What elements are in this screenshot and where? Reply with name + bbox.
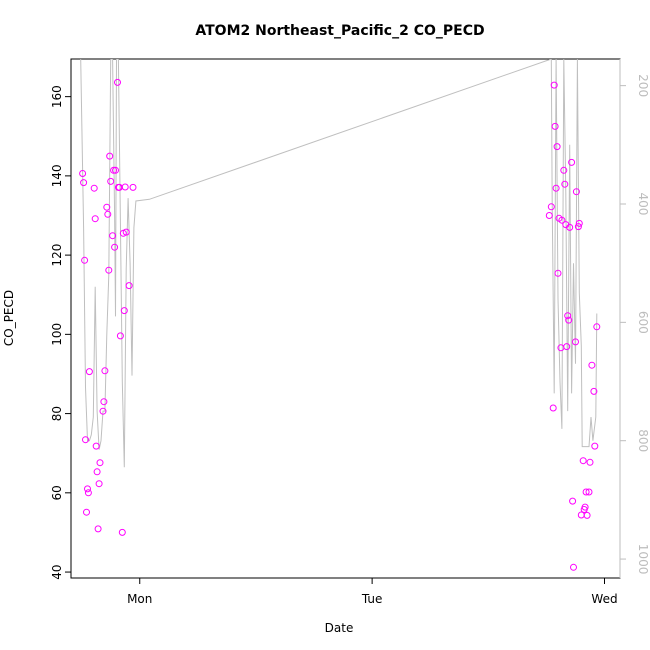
scatter-point: [111, 243, 119, 251]
scatter-point: [570, 563, 577, 571]
scatter-point: [82, 436, 89, 444]
scatter-point: [84, 489, 92, 497]
x-tick-label: Mon: [127, 592, 152, 606]
scatter-point: [112, 166, 119, 174]
scatter-point: [588, 361, 596, 369]
scatter-point: [547, 203, 555, 211]
scatter-point: [550, 81, 558, 89]
scatter-point: [105, 266, 113, 274]
scatter-point: [121, 183, 129, 191]
chart-title: ATOM2 Northeast_Pacific_2 CO_PECD: [195, 23, 484, 39]
scatter-point: [552, 184, 560, 192]
scatter-point: [103, 203, 111, 211]
scatter-point: [574, 223, 582, 231]
scatter-point: [586, 458, 594, 466]
scatter-point: [83, 508, 90, 516]
scatter-point: [80, 179, 88, 187]
y-tick-label: 120: [50, 244, 64, 267]
scatter-point: [568, 158, 576, 166]
y-tick-label: 140: [50, 164, 64, 187]
x-axis: Mon Tue Wed: [127, 578, 618, 606]
scatter-point: [107, 177, 115, 185]
scatter-point: [572, 338, 579, 346]
scatter-point: [100, 398, 108, 406]
scatter-point: [575, 219, 583, 227]
x-tick-label: Tue: [361, 592, 383, 606]
scatter-point: [95, 480, 103, 488]
scatter-point: [566, 223, 574, 231]
scatter-point: [84, 485, 91, 493]
scatter-point: [109, 232, 117, 240]
scatter-point: [581, 503, 589, 511]
scatter-point: [99, 407, 107, 415]
scatter-point: [564, 312, 572, 320]
scatter-point: [94, 525, 102, 533]
x-tick-label: Wed: [591, 592, 617, 606]
scatter-point: [582, 488, 590, 496]
y-tick-label: 40: [50, 564, 64, 579]
scatter-point: [551, 122, 559, 130]
line-series: [80, 59, 598, 468]
y2-tick-label: 1000: [636, 544, 650, 575]
scatter-point: [93, 468, 101, 476]
y-tick-label: 100: [50, 323, 64, 346]
scatter-point: [110, 166, 118, 174]
scatter-point: [81, 256, 89, 264]
y-axis-left: 40 60 80 100 120 140 160: [50, 85, 71, 580]
scatter-point: [116, 332, 124, 340]
scatter-point: [122, 228, 130, 236]
scatter-point: [125, 282, 133, 290]
y2-tick-label: 200: [636, 74, 650, 97]
scatter-point: [560, 166, 568, 174]
line-series-path: [80, 59, 598, 468]
y-axis-right: 200 400 600 800 1000: [619, 59, 650, 578]
scatter-point: [120, 307, 128, 315]
scatter-point: [91, 215, 99, 223]
scatter-point: [85, 368, 93, 376]
scatter-point: [90, 184, 98, 192]
scatter-point: [118, 528, 126, 536]
scatter-point: [101, 367, 109, 375]
y-tick-label: 80: [50, 406, 64, 421]
y2-tick-label: 600: [636, 311, 650, 334]
y2-tick-label: 400: [636, 193, 650, 216]
scatter-point: [553, 143, 561, 151]
scatter-point: [79, 170, 87, 177]
scatter-point: [591, 442, 599, 450]
scatter-point: [583, 511, 591, 519]
scatter-point: [558, 216, 566, 224]
scatter-point: [129, 183, 137, 191]
scatter-point: [579, 457, 587, 465]
scatter-point: [572, 188, 580, 196]
scatter-point: [563, 343, 571, 351]
scatter-series: [79, 78, 601, 571]
x-axis-label: Date: [325, 621, 354, 635]
scatter-point: [106, 152, 114, 160]
scatter-point: [565, 316, 573, 324]
scatter-point: [114, 78, 121, 86]
scatter-point: [554, 269, 562, 277]
scatter-point: [585, 488, 593, 496]
scatter-point: [545, 212, 553, 219]
scatter-point: [590, 387, 598, 395]
scatter-point: [561, 180, 569, 188]
scatter-point: [593, 323, 601, 331]
y2-tick-label: 800: [636, 429, 650, 452]
y-axis-label: CO_PECD: [2, 290, 16, 346]
scatter-point: [569, 497, 577, 505]
y-tick-label: 60: [50, 485, 64, 500]
scatter-point: [96, 459, 104, 467]
scatter-point: [92, 442, 100, 450]
y-tick-label: 160: [50, 85, 64, 108]
scatter-point: [549, 404, 557, 412]
scatter-point: [104, 210, 112, 218]
